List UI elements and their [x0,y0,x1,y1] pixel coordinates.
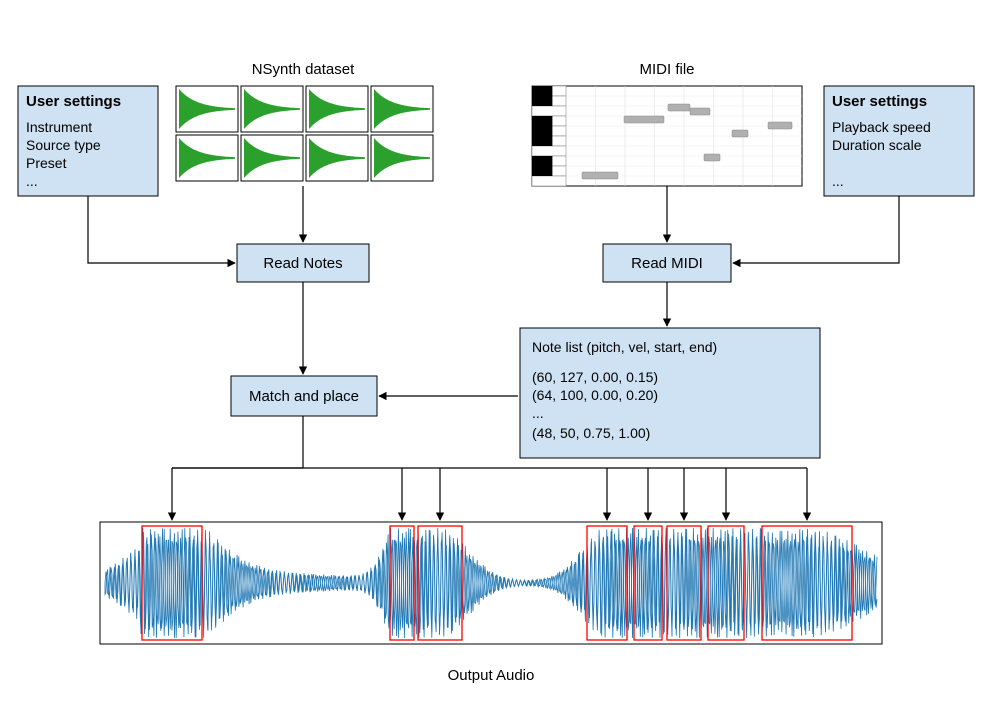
midi-note [768,122,792,129]
user-settings-right-title: User settings [832,93,927,110]
note-list-row3: (48, 50, 0.75, 1.00) [532,425,650,441]
us-left-line1: Source type [26,137,101,153]
note-list-row2: ... [532,405,544,421]
note-list-node: Note list (pitch, vel, start, end) (60, … [520,328,820,458]
midi-note [732,130,748,137]
us-right-line1: Duration scale [832,137,922,153]
us-left-line2: Preset [26,155,67,171]
read-midi-text: Read MIDI [631,255,703,272]
us-right-line3: ... [832,173,844,189]
user-settings-left-title: User settings [26,93,121,110]
output-audio [100,522,882,644]
nsynth-grid [176,86,433,181]
us-left-line3: ... [26,173,38,189]
note-list-row0: (60, 127, 0.00, 0.15) [532,369,658,385]
midi-note [704,154,720,161]
us-left-line0: Instrument [26,119,92,135]
midi-label: MIDI file [639,61,694,78]
match-place-node: Match and place [231,376,377,416]
midi-note [690,108,710,115]
midi-panel [532,86,802,186]
nsynth-label: NSynth dataset [252,61,355,78]
match-place-text: Match and place [249,388,359,405]
us-right-line0: Playback speed [832,119,931,135]
read-notes-text: Read Notes [263,255,342,272]
note-list-row1: (64, 100, 0.00, 0.20) [532,387,658,403]
read-notes-node: Read Notes [237,244,369,282]
midi-note [582,172,618,179]
midi-note [668,104,690,111]
diagram-canvas: NSynth dataset MIDI file User settings I… [0,0,991,720]
user-settings-left: User settings Instrument Source type Pre… [18,86,158,196]
read-midi-node: Read MIDI [603,244,731,282]
output-label: Output Audio [448,667,535,684]
note-list-title: Note list (pitch, vel, start, end) [532,339,717,355]
midi-note [624,116,664,123]
user-settings-right: User settings Playback speed Duration sc… [824,86,974,196]
